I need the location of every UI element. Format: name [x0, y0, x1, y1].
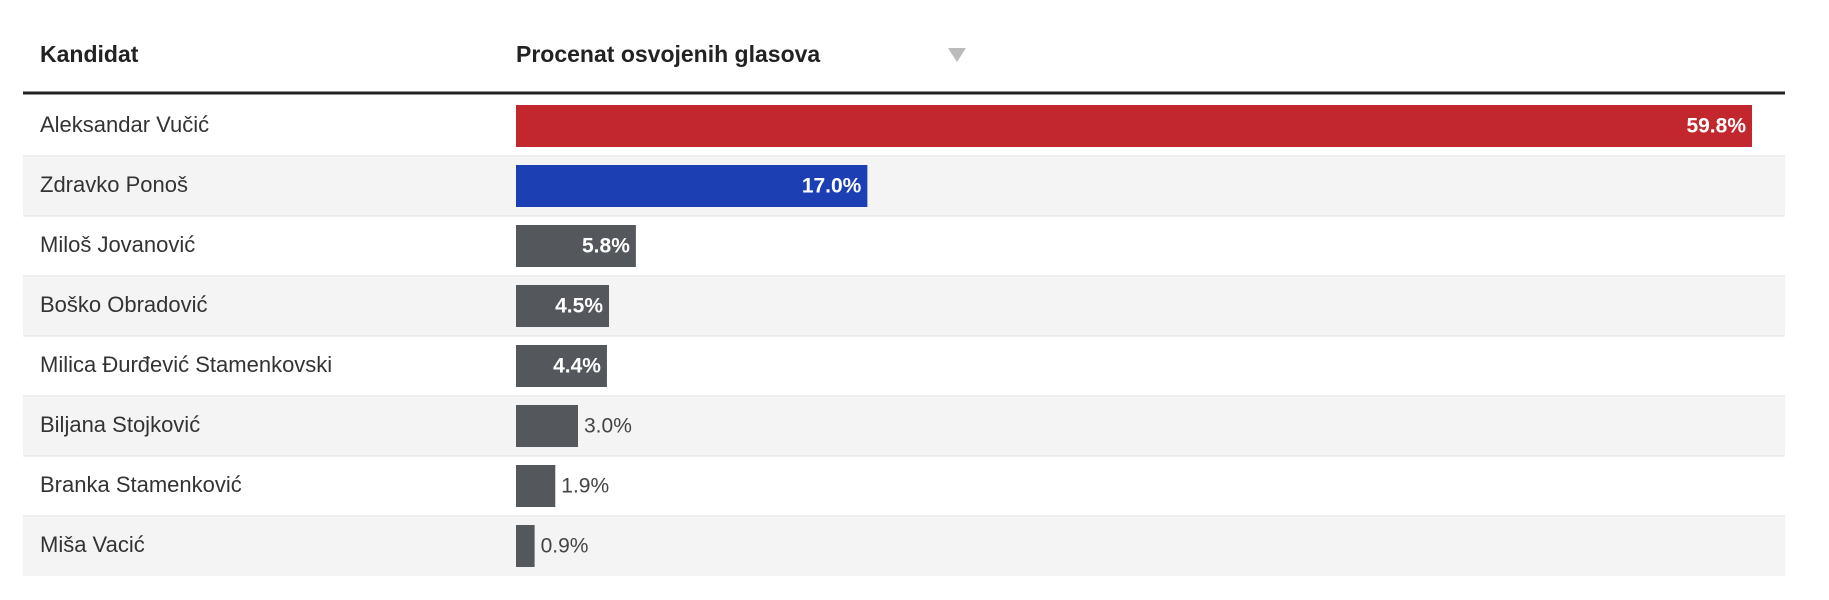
category-label: Aleksandar Vučić [40, 112, 209, 137]
value-label: 3.0% [584, 415, 632, 438]
category-label: Biljana Stojković [40, 412, 200, 437]
bar [516, 285, 610, 327]
sort-icon[interactable] [948, 48, 966, 62]
row-background [23, 156, 1785, 216]
column-header: Kandidat [40, 41, 139, 67]
category-label: Branka Stamenković [40, 472, 242, 497]
category-label: Boško Obradović [40, 292, 208, 317]
value-label: 17.0% [802, 175, 862, 198]
value-label: 5.8% [582, 235, 630, 258]
bar [516, 465, 556, 507]
row-background [23, 396, 1785, 456]
bar [516, 165, 868, 207]
category-label: Miša Vacić [40, 532, 145, 557]
row-background [23, 276, 1785, 336]
bar [516, 105, 1752, 147]
value-label: 0.9% [541, 535, 589, 558]
column-header[interactable]: Procenat osvojenih glasova [516, 41, 820, 67]
value-label: 1.9% [561, 475, 609, 498]
value-label: 59.8% [1686, 115, 1746, 138]
bar [516, 525, 535, 567]
bar [516, 225, 636, 267]
row-background [23, 516, 1785, 576]
value-label: 4.4% [553, 355, 601, 378]
bar [516, 405, 579, 447]
category-label: Milica Đurđević Stamenkovski [40, 352, 332, 377]
bar [516, 345, 607, 387]
category-label: Miloš Jovanović [40, 232, 195, 257]
category-label: Zdravko Ponoš [40, 172, 188, 197]
value-label: 4.5% [555, 295, 603, 318]
